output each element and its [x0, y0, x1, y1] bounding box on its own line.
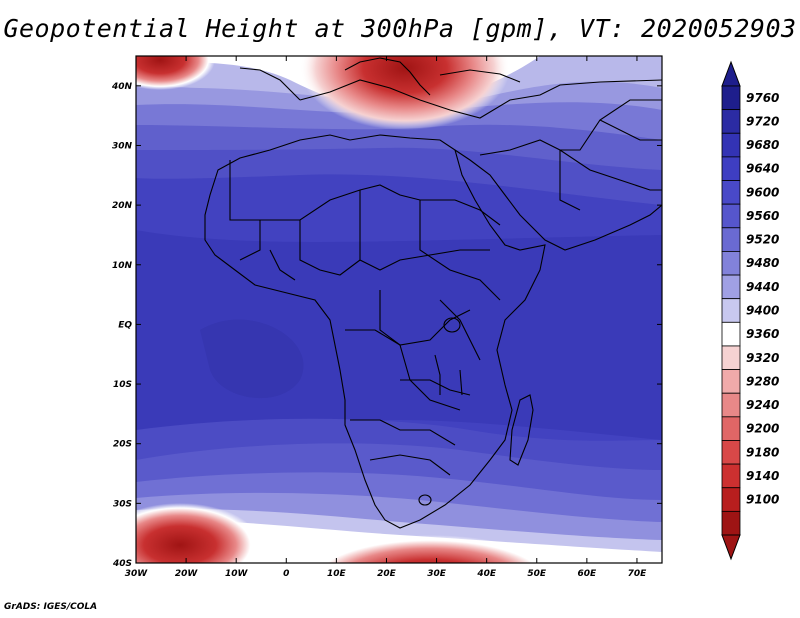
colorbar-bin — [721, 345, 741, 370]
colorbar: 9760 9720 9680 9640 9600 9560 9520 9480 9440 9400… — [721, 60, 779, 561]
colorbar-bottom-arrow — [721, 534, 741, 561]
colorbar-label: 9440 — [746, 280, 779, 294]
lon-tick-label: 10W — [225, 569, 249, 579]
lat-tick-label: 10S — [113, 380, 132, 390]
colorbar-label: 9680 — [746, 138, 779, 152]
colorbar-bin — [721, 274, 741, 300]
colorbar-label: 9360 — [746, 327, 779, 341]
colorbar-bin — [721, 298, 741, 323]
lon-tick-label: 10E — [327, 569, 347, 579]
colorbar-label: 9520 — [746, 233, 779, 247]
colorbar-label: 9480 — [746, 256, 779, 270]
colorbar-bin — [721, 180, 741, 205]
lon-tick-label: 20W — [175, 569, 199, 579]
lat-tick-label: 30S — [113, 499, 132, 509]
lon-tick-label: 0 — [283, 569, 289, 579]
colorbar-bin — [721, 156, 741, 181]
colorbar-bin — [721, 510, 741, 536]
colorbar-label: 9180 — [746, 445, 779, 459]
colorbar-top-arrow — [721, 60, 741, 87]
grads-credit: GrADS: IGES/COLA — [4, 602, 98, 612]
colorbar-label: 9400 — [746, 304, 779, 318]
lat-tick-label: 40S — [112, 559, 132, 569]
colorbar-label: 9100 — [746, 493, 779, 507]
lon-tick-label: 40E — [476, 569, 497, 579]
colorbar-label: 9640 — [746, 162, 779, 176]
colorbar-bin — [721, 369, 741, 394]
lat-tick-label: EQ — [118, 320, 132, 330]
colorbar-label: 9200 — [746, 422, 779, 436]
height-field — [136, 56, 662, 563]
colorbar-bin — [721, 109, 741, 134]
colorbar-bin — [721, 251, 741, 276]
latitude-axis: 40N 30N 20N 10N EQ 10S 20S 30S 40S — [111, 82, 662, 569]
map-title: Geopotential Height at 300hPa [gpm], VT:… — [3, 14, 797, 43]
colorbar-label: 9280 — [746, 374, 779, 388]
plot-frame — [135, 55, 663, 564]
colorbar-bin — [721, 227, 741, 252]
colorbar-bin — [721, 321, 741, 347]
colorbar-label: 9720 — [746, 114, 779, 128]
colorbar-label: 9320 — [746, 351, 779, 365]
colorbar-bin — [721, 132, 741, 158]
colorbar-bin — [721, 440, 741, 465]
colorbar-label: 9560 — [746, 209, 779, 223]
coastlines — [204, 57, 662, 529]
lon-tick-label: 20E — [377, 569, 397, 579]
colorbar-label: 9760 — [746, 91, 779, 105]
lat-tick-label: 20N — [112, 201, 133, 211]
colorbar-bin — [721, 85, 741, 111]
colorbar-bin — [721, 463, 741, 489]
longitude-axis: 30W 20W 10W 0 10E 20E 30E 40E 50E 60E 70E — [125, 56, 647, 579]
lon-tick-label: 30W — [125, 569, 149, 579]
colorbar-bin — [721, 416, 741, 441]
lat-tick-label: 10N — [112, 261, 133, 271]
colorbar-label: 9140 — [746, 469, 779, 483]
lon-tick-label: 30E — [427, 569, 447, 579]
lon-tick-label: 60E — [578, 569, 598, 579]
lat-tick-label: 30N — [112, 141, 133, 151]
lon-tick-label: 50E — [527, 569, 547, 579]
lat-tick-label: 20S — [113, 440, 132, 450]
lat-tick-label: 40N — [111, 82, 133, 92]
colorbar-label: 9240 — [746, 398, 779, 412]
colorbar-bin — [721, 487, 741, 512]
colorbar-bin — [721, 203, 741, 229]
lon-tick-label: 70E — [628, 569, 648, 579]
colorbar-bin — [721, 392, 741, 418]
colorbar-label: 9600 — [746, 185, 779, 199]
